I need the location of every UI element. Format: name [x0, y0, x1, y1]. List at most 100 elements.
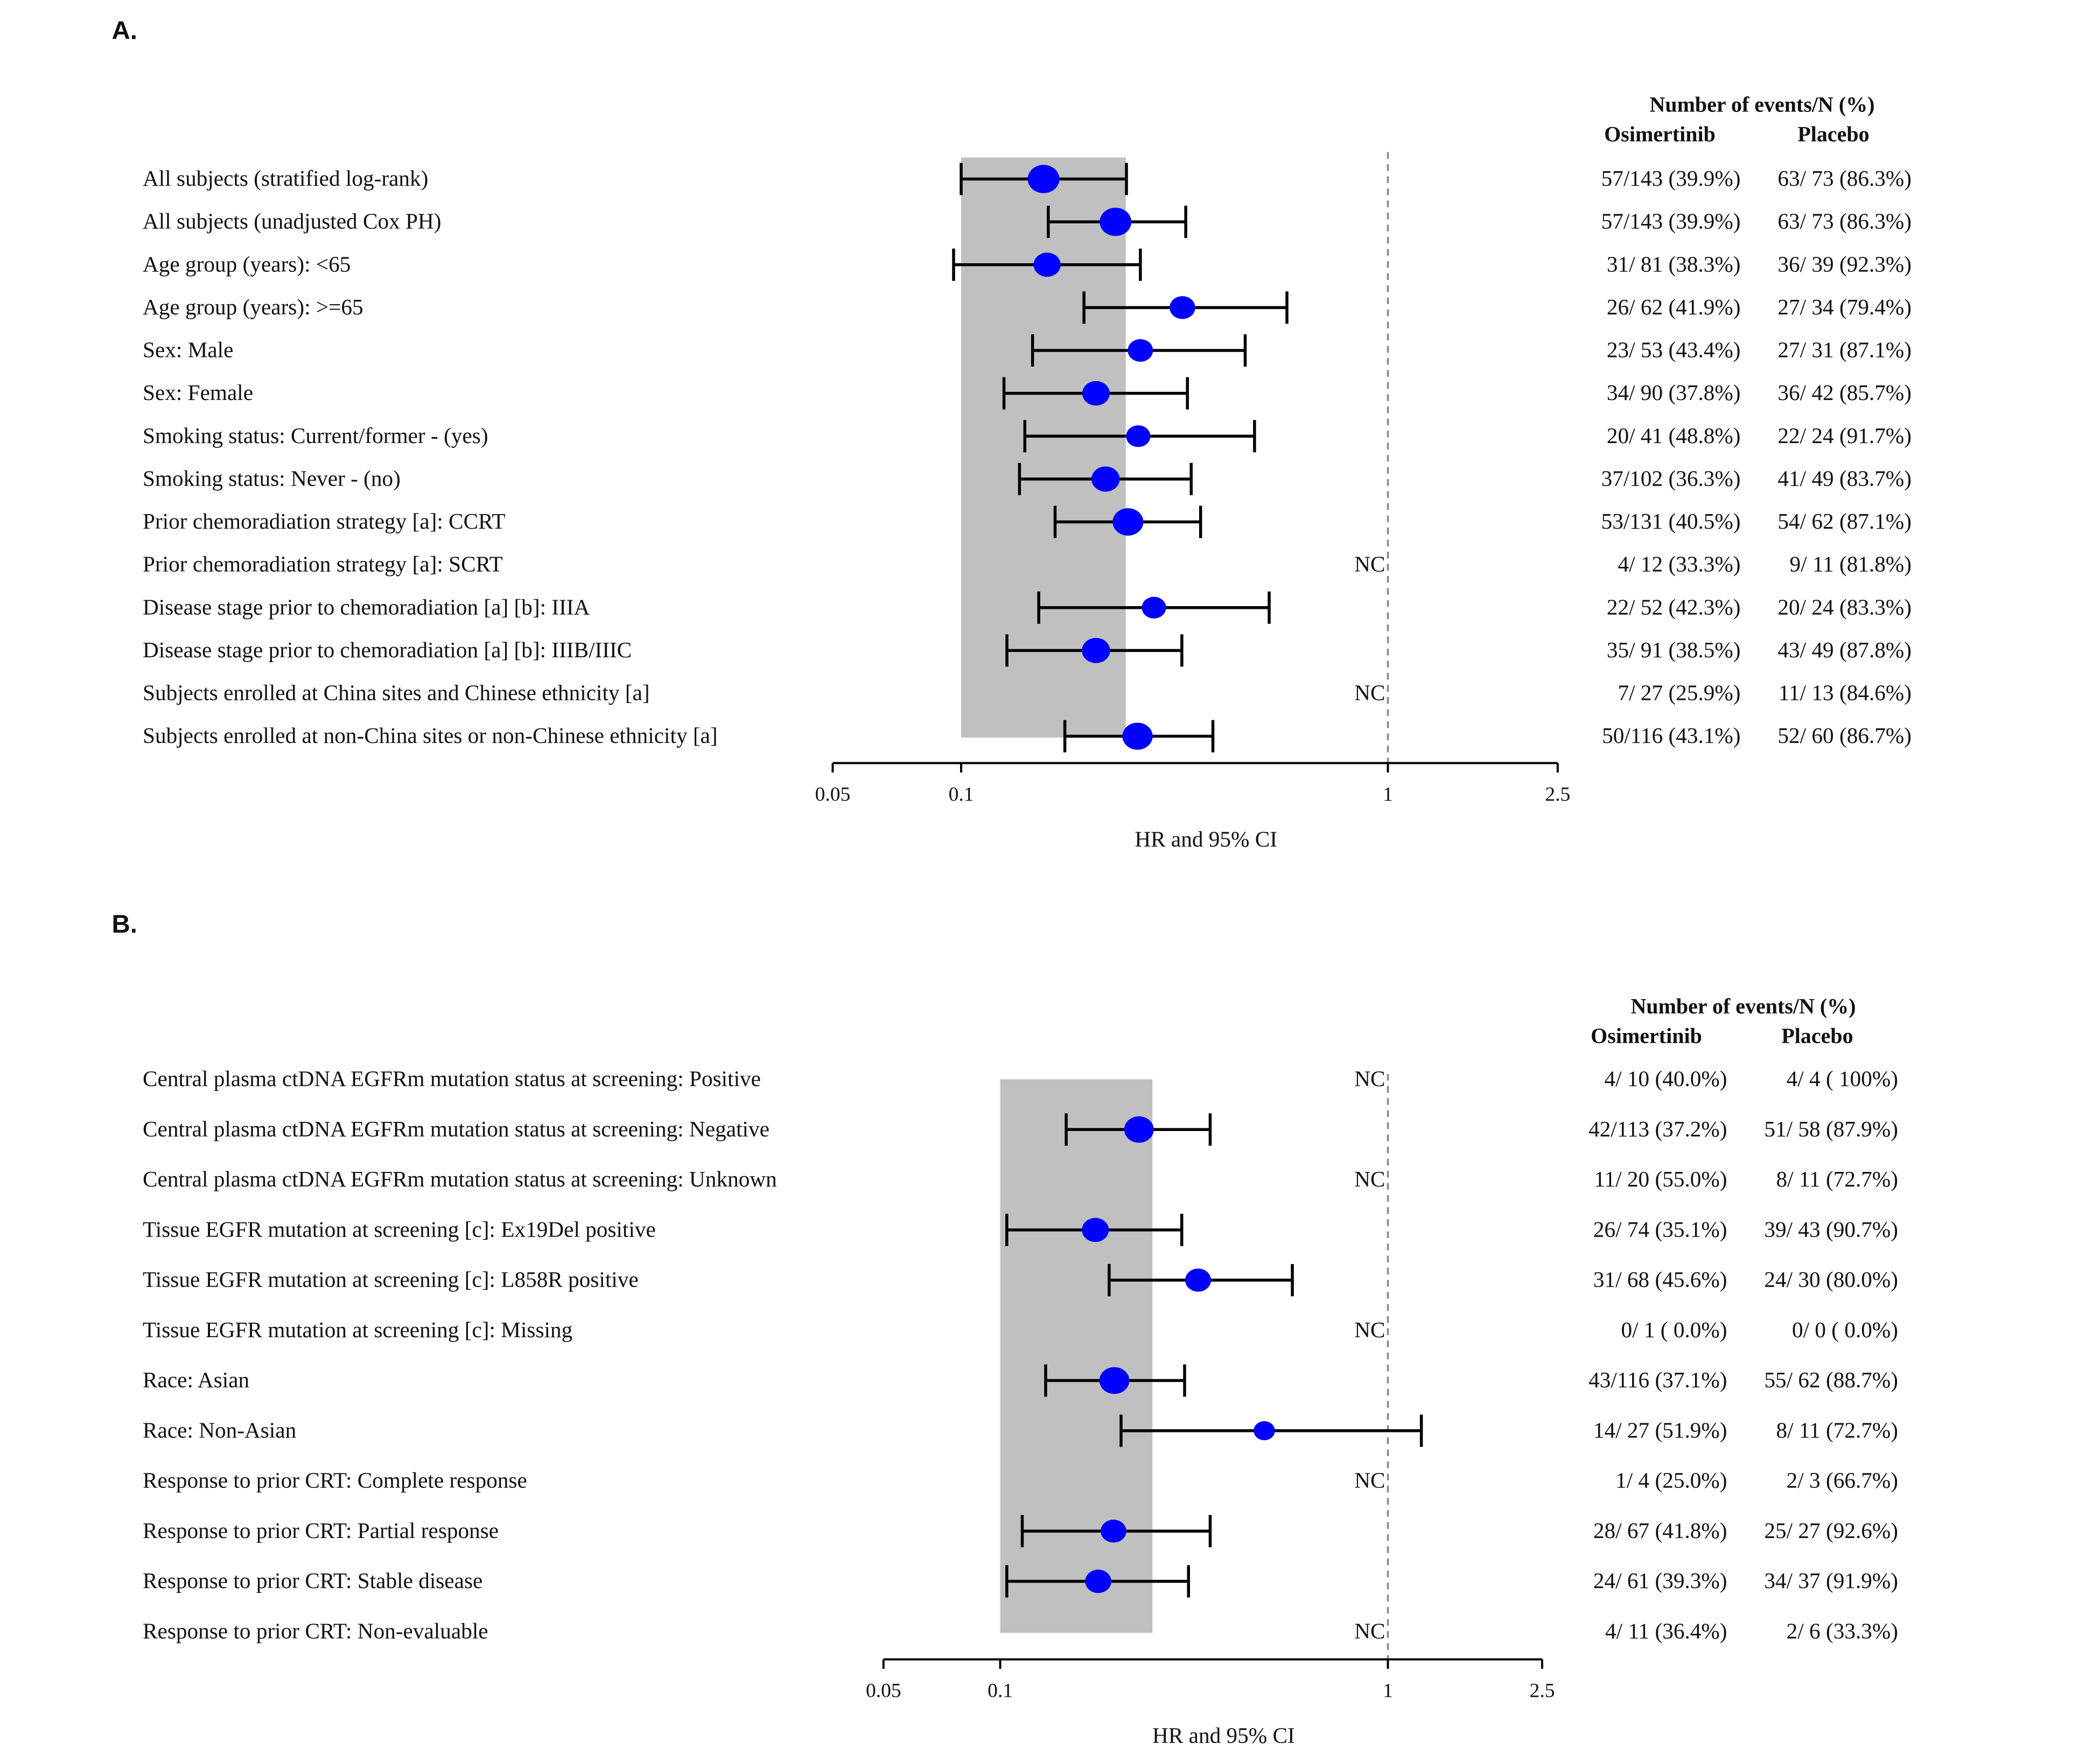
osimertinib-events: 34/ 90 (37.8%)	[1607, 380, 1741, 405]
forest-panel-a: A. Number of events/N (%) Osimertinib Place…	[112, 17, 1912, 852]
placebo-events: 63/ 73 (86.3%)	[1777, 209, 1912, 234]
hr-marker	[1122, 722, 1153, 750]
row-label: Subjects enrolled at non-China sites or …	[143, 723, 718, 748]
osimertinib-events: 1/ 4 (25.0%)	[1615, 1468, 1727, 1493]
placebo-events: 55/ 62 (88.7%)	[1764, 1367, 1898, 1393]
hr-marker	[1126, 425, 1151, 447]
osimertinib-events: 22/ 52 (42.3%)	[1607, 594, 1741, 620]
forest-panel-b: B. Number of events/N (%) Osimertinib Place…	[112, 910, 1899, 1748]
hr-marker	[1124, 1116, 1154, 1143]
placebo-events: 8/ 11 (72.7%)	[1776, 1417, 1898, 1443]
hr-marker	[1112, 508, 1144, 536]
forest-row: Central plasma ctDNA EGFRm mutation stat…	[143, 1066, 1898, 1092]
osimertinib-events: 26/ 74 (35.1%)	[1593, 1217, 1727, 1242]
table-header: Number of events/N (%)	[1649, 93, 1874, 117]
hr-marker	[1033, 252, 1061, 277]
forest-row: Response to prior CRT: Complete response…	[143, 1468, 1898, 1493]
row-label: Sex: Female	[143, 380, 253, 405]
placebo-events: 24/ 30 (80.0%)	[1764, 1267, 1898, 1293]
x-tick-label: 2.5	[1545, 784, 1570, 806]
hr-marker	[1099, 1367, 1130, 1394]
hr-marker	[1082, 381, 1110, 406]
placebo-events: 2/ 6 (33.3%)	[1787, 1618, 1898, 1643]
osimertinib-events: 43/116 (37.1%)	[1588, 1367, 1727, 1393]
row-label: Response to prior CRT: Stable disease	[143, 1568, 482, 1593]
placebo-events: 8/ 11 (72.7%)	[1776, 1167, 1898, 1192]
osimertinib-events: 42/113 (37.2%)	[1588, 1116, 1727, 1142]
x-axis: 0.05 0.1 1 2.5 HR and 95% CI	[815, 762, 1570, 852]
row-label: Sex: Male	[143, 338, 233, 362]
row-label: Smoking status: Never - (no)	[143, 466, 401, 491]
placebo-events: 11/ 13 (84.6%)	[1779, 680, 1912, 706]
forest-row: Subjects enrolled at China sites and Chi…	[143, 680, 1912, 706]
nc-label: NC	[1354, 1066, 1385, 1091]
osimertinib-events: 50/116 (43.1%)	[1602, 723, 1740, 748]
osimertinib-events: 0/ 1 ( 0.0%)	[1621, 1317, 1727, 1343]
osimertinib-events: 37/102 (36.3%)	[1601, 466, 1741, 491]
placebo-events: 54/ 62 (87.1%)	[1777, 509, 1912, 534]
forest-row: Tissue EGFR mutation at screening [c]: M…	[143, 1317, 1898, 1343]
forest-row: Response to prior CRT: Non-evaluable 4/ 1…	[143, 1618, 1898, 1643]
forest-row: Prior chemoradiation strategy [a]: CCRT 5…	[143, 505, 1912, 538]
row-label: Response to prior CRT: Complete response	[143, 1468, 527, 1493]
hr-marker	[1101, 1519, 1126, 1543]
osimertinib-events: 35/ 91 (38.5%)	[1607, 637, 1741, 663]
nc-label: NC	[1354, 680, 1385, 705]
row-label: Response to prior CRT: Non-evaluable	[143, 1618, 488, 1643]
col-header-placebo: Placebo	[1797, 122, 1869, 146]
panel-label: A.	[112, 17, 138, 45]
row-label: Prior chemoradiation strategy [a]: SCRT	[143, 552, 503, 577]
placebo-events: 52/ 60 (86.7%)	[1777, 723, 1912, 748]
forest-row: Tissue EGFR mutation at screening [c]: E…	[143, 1213, 1898, 1246]
x-axis: 0.05 0.1 1 2.5 HR and 95% CI	[866, 1658, 1555, 1748]
hr-marker	[1082, 1218, 1109, 1242]
col-header-osimertinib: Osimertinib	[1591, 1024, 1702, 1048]
x-axis-label: HR and 95% CI	[1135, 827, 1277, 852]
row-label: Central plasma ctDNA EGFRm mutation stat…	[143, 1167, 777, 1191]
forest-row: Age group (years): <65 31/ 81 (38.3%) 36/ …	[143, 248, 1912, 281]
row-label: Prior chemoradiation strategy [a]: CCRT	[143, 509, 505, 533]
placebo-events: 63/ 73 (86.3%)	[1777, 166, 1912, 191]
forest-row: Response to prior CRT: Partial response 2…	[143, 1515, 1898, 1548]
hr-marker	[1085, 1569, 1111, 1593]
overall-ci-band	[1000, 1079, 1153, 1633]
panel-label: B.	[112, 910, 138, 939]
osimertinib-events: 4/ 12 (33.3%)	[1618, 552, 1741, 577]
row-label: Tissue EGFR mutation at screening [c]: L…	[143, 1267, 639, 1292]
placebo-events: 36/ 42 (85.7%)	[1777, 380, 1912, 405]
osimertinib-events: 57/143 (39.9%)	[1601, 209, 1741, 234]
row-label: All subjects (unadjusted Cox PH)	[143, 209, 442, 234]
osimertinib-events: 57/143 (39.9%)	[1601, 166, 1741, 191]
forest-row: Response to prior CRT: Stable disease 24/…	[143, 1565, 1898, 1598]
x-tick-label: 0.1	[949, 784, 974, 806]
forest-row: Subjects enrolled at non-China sites or …	[143, 720, 1912, 753]
forest-row: Sex: Female 34/ 90 (37.8%) 36/ 42 (85.7%)	[143, 377, 1912, 410]
row-label: All subjects (stratified log-rank)	[143, 166, 428, 191]
x-tick-label: 0.05	[866, 1680, 901, 1702]
placebo-events: 27/ 31 (87.1%)	[1777, 338, 1912, 363]
forest-row: Smoking status: Never - (no) 37/102 (36.3…	[143, 462, 1912, 495]
nc-label: NC	[1354, 1167, 1385, 1191]
forest-row: Race: Asian 43/116 (37.1%) 55/ 62 (88.7%)	[143, 1364, 1898, 1397]
forest-row: Age group (years): >=65 26/ 62 (41.9%) 27/…	[143, 291, 1912, 324]
forest-row: Tissue EGFR mutation at screening [c]: L…	[143, 1264, 1898, 1297]
forest-row: Sex: Male 23/ 53 (43.4%) 27/ 31 (87.1%)	[143, 334, 1912, 367]
osimertinib-events: 20/ 41 (48.8%)	[1607, 423, 1741, 448]
placebo-events: 41/ 49 (83.7%)	[1777, 466, 1912, 491]
placebo-events: 34/ 37 (91.9%)	[1764, 1568, 1898, 1593]
osimertinib-events: 31/ 68 (45.6%)	[1593, 1267, 1727, 1293]
placebo-events: 9/ 11 (81.8%)	[1790, 552, 1912, 577]
forest-row: Disease stage prior to chemoradiation [a…	[143, 634, 1912, 667]
osimertinib-events: 31/ 81 (38.3%)	[1607, 251, 1741, 277]
row-label: Disease stage prior to chemoradiation [a…	[143, 594, 590, 619]
x-tick-label: 1	[1383, 784, 1393, 806]
nc-label: NC	[1354, 1317, 1385, 1342]
hr-marker	[1100, 207, 1132, 236]
osimertinib-events: 53/131 (40.5%)	[1601, 509, 1741, 534]
osimertinib-events: 28/ 67 (41.8%)	[1593, 1518, 1727, 1543]
row-label: Subjects enrolled at China sites and Chi…	[143, 680, 650, 705]
osimertinib-events: 11/ 20 (55.0%)	[1594, 1167, 1727, 1192]
x-tick-label: 1	[1383, 1680, 1393, 1702]
forest-row: All subjects (stratified log-rank) 57/143…	[143, 163, 1912, 195]
col-header-osimertinib: Osimertinib	[1604, 122, 1716, 146]
